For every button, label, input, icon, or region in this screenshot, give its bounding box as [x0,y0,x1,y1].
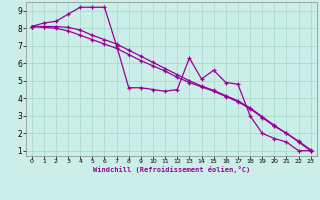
X-axis label: Windchill (Refroidissement éolien,°C): Windchill (Refroidissement éolien,°C) [92,166,250,173]
